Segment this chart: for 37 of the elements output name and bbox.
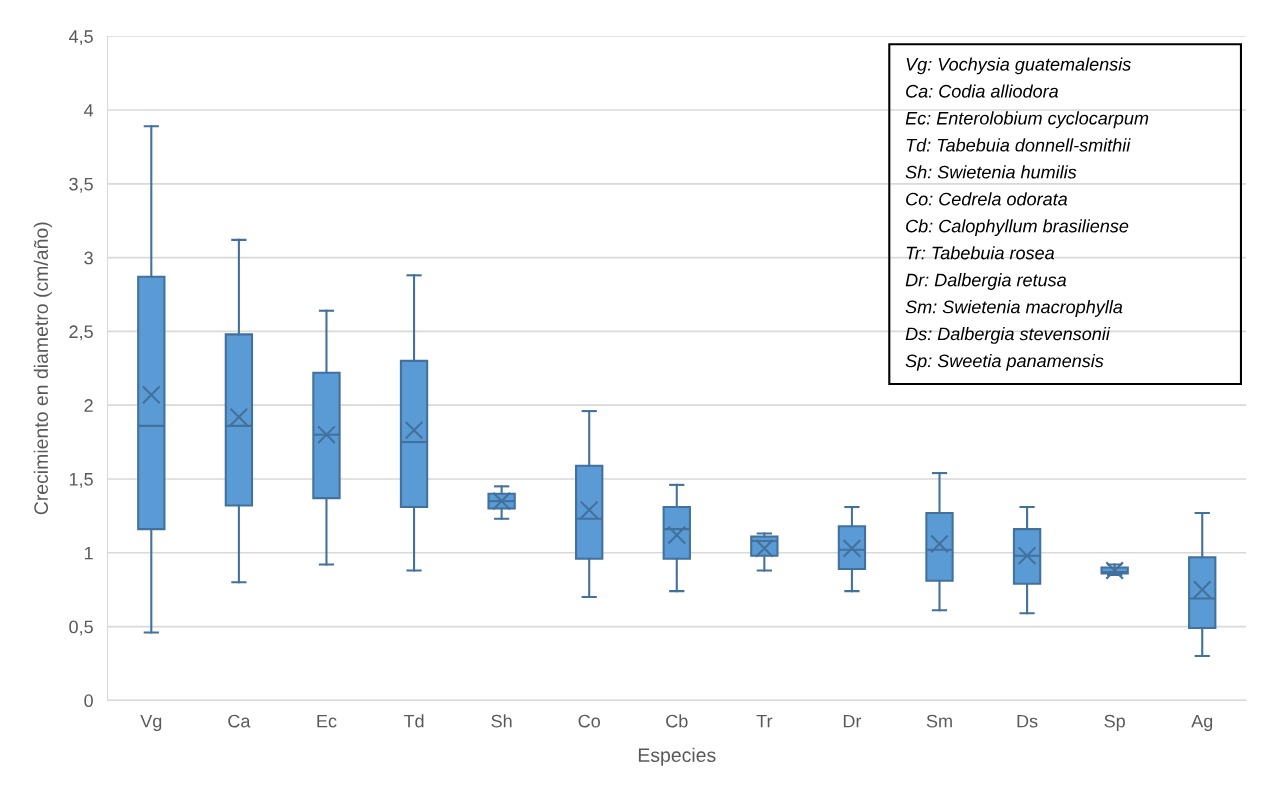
- y-tick-label: 0: [84, 694, 93, 708]
- y-tick-label: 1: [84, 546, 93, 560]
- x-tick-label: Tr: [756, 714, 773, 728]
- annotation: Td: Tabebuia donnell-smithii: [906, 138, 1131, 152]
- annotation: Sp: Sweetia panamensis: [905, 354, 1104, 371]
- y-tick-label: 4,5: [68, 30, 93, 46]
- annotation: Co: Cedrela odorata: [906, 192, 1068, 206]
- x-axis-title: Especies: [638, 747, 716, 766]
- y-tick-label: 3: [84, 251, 93, 265]
- x-tick-label: Sm: [926, 714, 952, 728]
- x-tick-label: Ca: [228, 714, 251, 728]
- annotation: Ec: Enterolobium cyclocarpum: [905, 111, 1149, 129]
- annotation: Sm: Swietenia macrophylla: [905, 300, 1123, 317]
- annotation: Sh: Swietenia humilis: [905, 165, 1077, 179]
- y-tick-label: 2,5: [69, 325, 93, 341]
- y-axis-title: Crecimiento en diametro (cm/año): [33, 222, 52, 515]
- annotation: Dr: Dalbergia retusa: [905, 273, 1067, 290]
- x-tick-label: Dr: [843, 714, 862, 728]
- annotation: Cb: Calophyllum brasiliense: [906, 219, 1129, 237]
- y-tick-label: 0,5: [69, 620, 93, 636]
- annotation: Vg: Vochysia guatemalensis: [906, 57, 1131, 75]
- x-tick-label: Co: [578, 714, 600, 728]
- x-tick-label: Sh: [491, 714, 512, 728]
- y-tick-label: 1,5: [69, 473, 93, 488]
- x-tick-label: Cb: [666, 714, 688, 728]
- annotation: Ca: Codia alliodora: [906, 84, 1059, 98]
- y-tick-label: 2: [84, 399, 93, 412]
- x-tick-label: Ag: [1191, 714, 1213, 732]
- x-tick-label: Ec: [317, 714, 337, 728]
- x-tick-label: Td: [403, 714, 424, 728]
- x-tick-label: Ds: [1017, 714, 1038, 728]
- annotation: Ds: Dalbergia stevensonii: [905, 327, 1111, 344]
- x-tick-label: Vg: [140, 714, 162, 732]
- y-tick-label: 4: [84, 104, 94, 117]
- x-tick-label: Sp: [1104, 714, 1125, 732]
- annotation: Tr: Tabebuia rosea: [906, 246, 1055, 260]
- y-tick-label: 3,5: [69, 177, 93, 193]
